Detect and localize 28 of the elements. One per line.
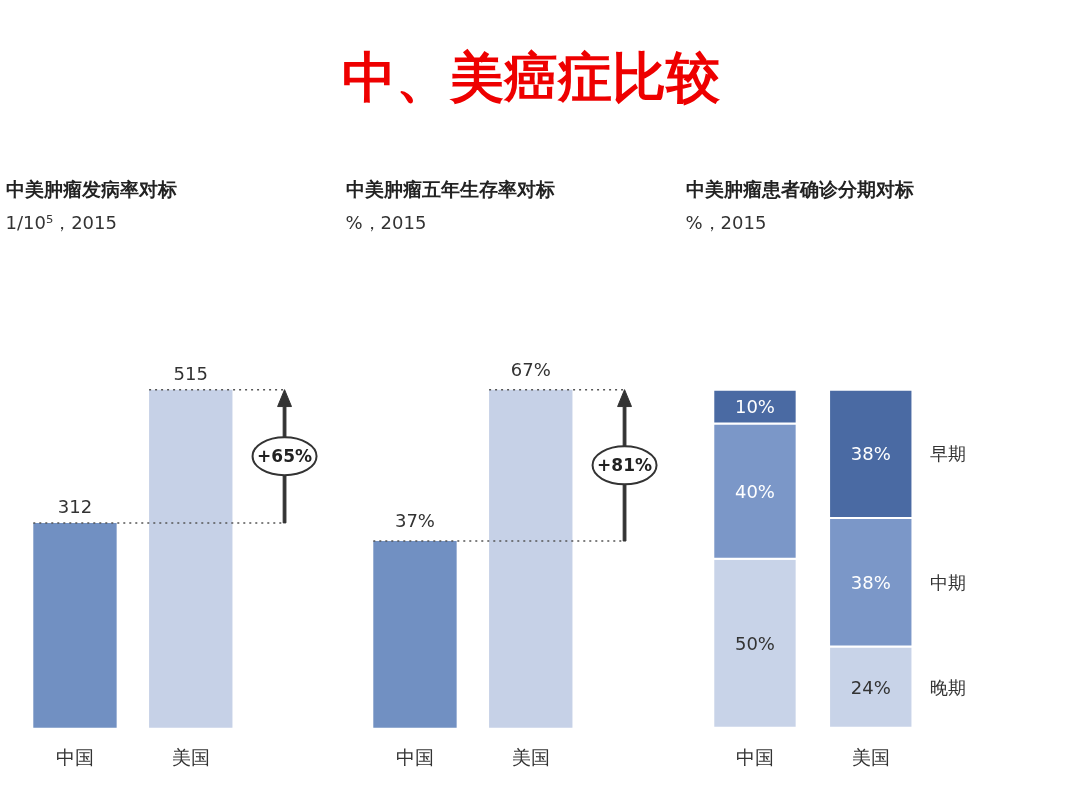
data-label: 515 <box>173 362 208 384</box>
chart-title: 中美肿瘤发病率对标 <box>5 177 177 200</box>
data-label: 37% <box>394 509 435 531</box>
data-label: 67% <box>510 358 551 380</box>
x-tick-label: 美国 <box>511 745 550 768</box>
data-label: 40% <box>734 480 775 502</box>
data-label: 312 <box>57 495 93 517</box>
text: 中、美癌症比较 <box>341 46 721 109</box>
x-tick-label: 中国 <box>395 745 434 768</box>
chart-title: 中美肿瘤五年生存率对标 <box>345 177 555 200</box>
x-tick-label: 中国 <box>55 745 94 768</box>
data-label: 24% <box>850 676 891 698</box>
chart-subtitle: %，2015 <box>685 211 767 233</box>
x-tick-label: 美国 <box>171 745 210 768</box>
annotation: +81% <box>597 455 653 476</box>
chart-subtitle: 1/10⁵，2015 <box>5 211 117 233</box>
x-tick-label: 美国 <box>851 745 890 768</box>
chart-title: 中美肿瘤患者确诊分期对标 <box>685 177 914 200</box>
data-label: 38% <box>850 443 891 465</box>
x-tick-label: 中国 <box>735 745 774 768</box>
series-label: 中期 <box>929 571 966 593</box>
series-label: 早期 <box>929 443 966 465</box>
series-label: 晚期 <box>929 676 966 698</box>
data-label: 38% <box>850 571 891 593</box>
annotation: +65% <box>257 446 313 467</box>
data-label: 50% <box>734 632 775 654</box>
chart-subtitle: %，2015 <box>345 211 427 233</box>
data-label: 10% <box>734 396 775 418</box>
